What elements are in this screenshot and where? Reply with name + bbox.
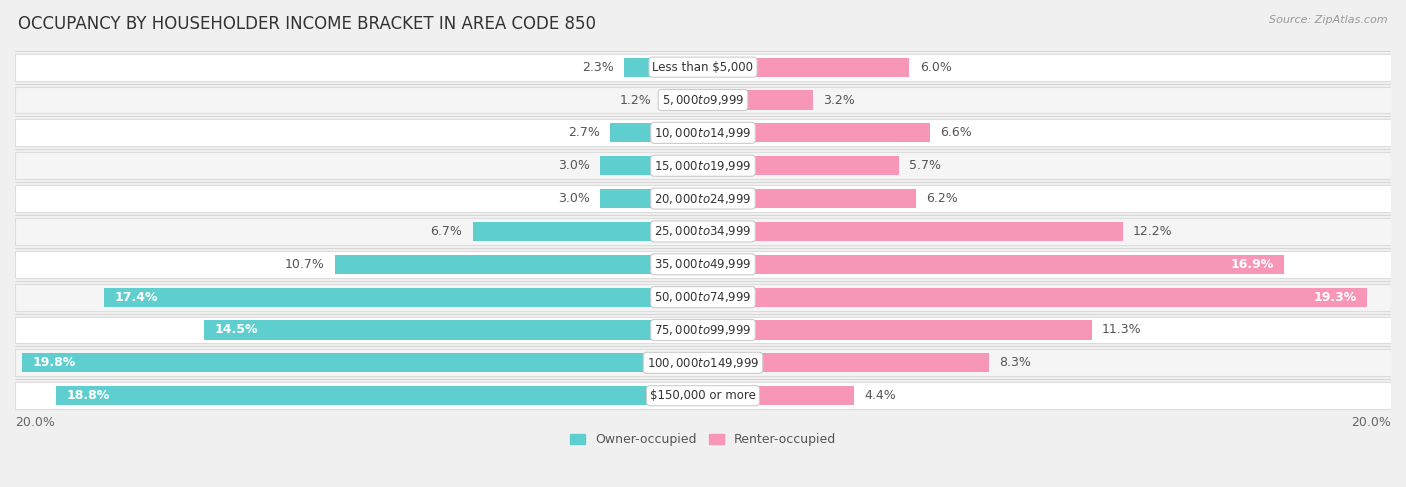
Bar <box>662 91 703 110</box>
Text: 2.3%: 2.3% <box>582 61 613 74</box>
Text: 4.4%: 4.4% <box>865 389 897 402</box>
Text: 6.2%: 6.2% <box>927 192 959 205</box>
Text: OCCUPANCY BY HOUSEHOLDER INCOME BRACKET IN AREA CODE 850: OCCUPANCY BY HOUSEHOLDER INCOME BRACKET … <box>18 15 596 33</box>
Bar <box>703 386 855 405</box>
Text: 16.9%: 16.9% <box>1230 258 1274 271</box>
Text: $35,000 to $49,999: $35,000 to $49,999 <box>654 257 752 271</box>
Text: $15,000 to $19,999: $15,000 to $19,999 <box>654 159 752 173</box>
Bar <box>703 288 1367 307</box>
Text: 2.7%: 2.7% <box>568 126 600 139</box>
Bar <box>15 185 1391 212</box>
Bar <box>610 123 703 142</box>
Text: $100,000 to $149,999: $100,000 to $149,999 <box>647 356 759 370</box>
Text: 3.0%: 3.0% <box>558 192 589 205</box>
Text: 19.3%: 19.3% <box>1313 291 1357 303</box>
Text: 1.2%: 1.2% <box>620 94 651 107</box>
Bar <box>15 54 1391 81</box>
Text: 3.2%: 3.2% <box>824 94 855 107</box>
Bar <box>600 156 703 175</box>
Text: $25,000 to $34,999: $25,000 to $34,999 <box>654 225 752 239</box>
Bar <box>15 152 1391 179</box>
Text: 19.8%: 19.8% <box>32 356 76 369</box>
Bar <box>703 57 910 76</box>
Text: 10.7%: 10.7% <box>285 258 325 271</box>
Text: 6.6%: 6.6% <box>941 126 972 139</box>
Text: $5,000 to $9,999: $5,000 to $9,999 <box>662 93 744 107</box>
Text: 6.0%: 6.0% <box>920 61 952 74</box>
Bar <box>600 189 703 208</box>
Text: $50,000 to $74,999: $50,000 to $74,999 <box>654 290 752 304</box>
Bar <box>15 119 1391 146</box>
Bar <box>15 382 1391 409</box>
Bar <box>703 255 1284 274</box>
Text: Source: ZipAtlas.com: Source: ZipAtlas.com <box>1270 15 1388 25</box>
Bar <box>703 354 988 373</box>
Bar <box>15 87 1391 113</box>
Text: 14.5%: 14.5% <box>215 323 259 337</box>
Bar <box>703 91 813 110</box>
Legend: Owner-occupied, Renter-occupied: Owner-occupied, Renter-occupied <box>565 428 841 451</box>
Bar <box>56 386 703 405</box>
Bar <box>703 156 898 175</box>
Text: 6.7%: 6.7% <box>430 225 463 238</box>
Text: $10,000 to $14,999: $10,000 to $14,999 <box>654 126 752 140</box>
Bar <box>22 354 703 373</box>
Text: 20.0%: 20.0% <box>1351 416 1391 429</box>
Text: 3.0%: 3.0% <box>558 159 589 172</box>
Bar <box>104 288 703 307</box>
Bar <box>703 123 929 142</box>
Text: 17.4%: 17.4% <box>115 291 159 303</box>
Text: 18.8%: 18.8% <box>66 389 110 402</box>
Text: $150,000 or more: $150,000 or more <box>650 389 756 402</box>
Text: 12.2%: 12.2% <box>1133 225 1173 238</box>
Text: 8.3%: 8.3% <box>998 356 1031 369</box>
Bar <box>472 222 703 241</box>
Bar <box>703 222 1122 241</box>
Text: 11.3%: 11.3% <box>1102 323 1142 337</box>
Text: Less than $5,000: Less than $5,000 <box>652 61 754 74</box>
Bar <box>15 251 1391 278</box>
Bar <box>15 317 1391 343</box>
Bar <box>335 255 703 274</box>
Bar <box>15 349 1391 376</box>
Bar <box>624 57 703 76</box>
Text: 5.7%: 5.7% <box>910 159 942 172</box>
Bar <box>703 320 1091 339</box>
Text: 20.0%: 20.0% <box>15 416 55 429</box>
Text: $20,000 to $24,999: $20,000 to $24,999 <box>654 191 752 206</box>
Bar <box>15 283 1391 311</box>
Bar <box>15 218 1391 245</box>
Bar <box>204 320 703 339</box>
Text: $75,000 to $99,999: $75,000 to $99,999 <box>654 323 752 337</box>
Bar <box>703 189 917 208</box>
